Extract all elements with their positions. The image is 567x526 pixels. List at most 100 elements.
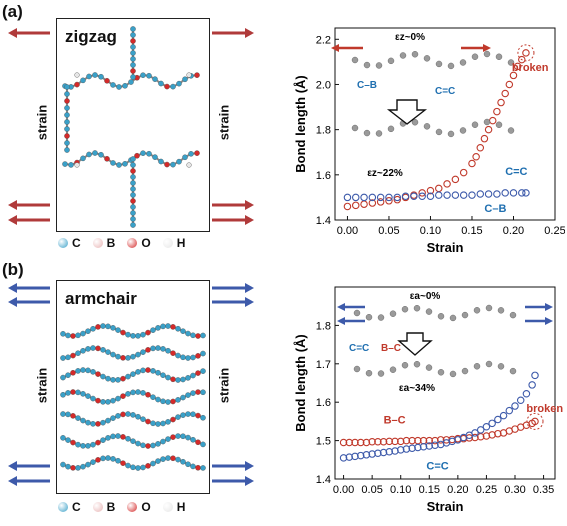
atom — [130, 38, 136, 44]
data-point — [516, 396, 525, 405]
atom — [95, 345, 101, 352]
atom — [100, 419, 106, 426]
data-point — [425, 442, 434, 450]
atom — [110, 456, 116, 462]
cc-annotation: C=C — [426, 460, 448, 472]
legend-item-h: H — [162, 236, 185, 250]
atom — [125, 331, 131, 338]
data-point — [362, 438, 371, 447]
atom — [65, 390, 71, 396]
strain-arrow-left-top-head — [8, 28, 17, 38]
atom — [158, 158, 164, 165]
atom — [140, 442, 146, 449]
y-tick-label: 1.4 — [316, 474, 331, 486]
atom — [75, 389, 81, 396]
atom — [140, 349, 146, 355]
data-point — [351, 452, 359, 461]
atom — [90, 325, 96, 332]
x-axis-label: Strain — [427, 499, 464, 514]
data-point — [497, 98, 505, 107]
atom — [120, 355, 126, 361]
atom — [155, 396, 161, 403]
atom — [80, 443, 86, 449]
data-point — [360, 200, 368, 208]
atom — [180, 354, 186, 361]
atom — [140, 416, 146, 422]
inset-atom — [375, 130, 383, 137]
atom — [190, 332, 196, 339]
atom — [200, 350, 206, 357]
zigzag-molecule — [62, 26, 200, 228]
atom-b-icon — [92, 238, 103, 248]
atom — [120, 375, 126, 382]
atom — [60, 374, 66, 381]
atom — [195, 439, 201, 446]
atom — [130, 333, 136, 339]
atom — [85, 461, 91, 468]
inset-arrow-left-head — [331, 44, 339, 52]
atom — [150, 394, 156, 400]
atom — [175, 414, 181, 420]
atom — [80, 330, 86, 337]
atom — [165, 347, 171, 354]
atom — [160, 398, 166, 405]
atom — [95, 439, 101, 446]
atom — [110, 415, 116, 421]
data-point — [374, 449, 382, 458]
atom — [185, 355, 191, 361]
inset-arrow-right-head — [545, 303, 553, 311]
atom — [64, 126, 70, 132]
legend-symbol: B — [106, 236, 116, 250]
inset-top-label: εz~0% — [395, 32, 425, 43]
atom — [115, 433, 121, 439]
inset-atom — [461, 367, 469, 375]
atom — [200, 368, 206, 374]
inset-atom — [497, 307, 505, 314]
atom — [90, 459, 96, 465]
inset-atom — [351, 56, 359, 64]
data-point — [459, 191, 468, 199]
atom — [130, 180, 136, 186]
atom — [145, 391, 151, 398]
strain-arrow-right-bottom2-head — [245, 476, 254, 486]
atom-b-icon — [92, 502, 103, 512]
atom — [135, 465, 141, 471]
strain-arrow-left-bottom-head — [8, 200, 17, 210]
atom — [165, 374, 171, 381]
atom — [164, 83, 170, 90]
atom — [190, 436, 196, 443]
atom — [134, 152, 140, 159]
data-point — [522, 189, 530, 197]
data-point — [368, 450, 376, 458]
legend-item-o: O — [127, 500, 151, 514]
data-point — [482, 423, 491, 431]
atom — [115, 457, 121, 464]
inset-atom — [485, 360, 493, 368]
data-point — [414, 443, 422, 452]
data-point — [480, 134, 489, 143]
atom — [60, 331, 66, 337]
atom — [100, 323, 106, 329]
data-point — [505, 80, 514, 89]
atom — [150, 420, 156, 427]
data-point — [451, 191, 460, 199]
data-point — [410, 192, 418, 201]
atom — [200, 465, 206, 471]
atom — [150, 460, 156, 467]
x-tick-label: 0.05 — [378, 225, 399, 237]
inset-atom — [351, 124, 359, 132]
atom — [152, 154, 158, 160]
x-tick-label: 0.20 — [447, 484, 468, 496]
data-point — [493, 190, 501, 198]
atom — [165, 436, 171, 442]
atom — [130, 74, 136, 80]
atom — [160, 438, 166, 445]
atom — [115, 377, 121, 383]
atom — [120, 460, 126, 466]
atom — [155, 421, 161, 427]
inset-atom — [437, 369, 445, 376]
strain-arrow-left-bottom2-head — [8, 476, 17, 486]
data-point — [493, 107, 501, 116]
atom — [135, 389, 141, 395]
data-point — [436, 436, 445, 444]
